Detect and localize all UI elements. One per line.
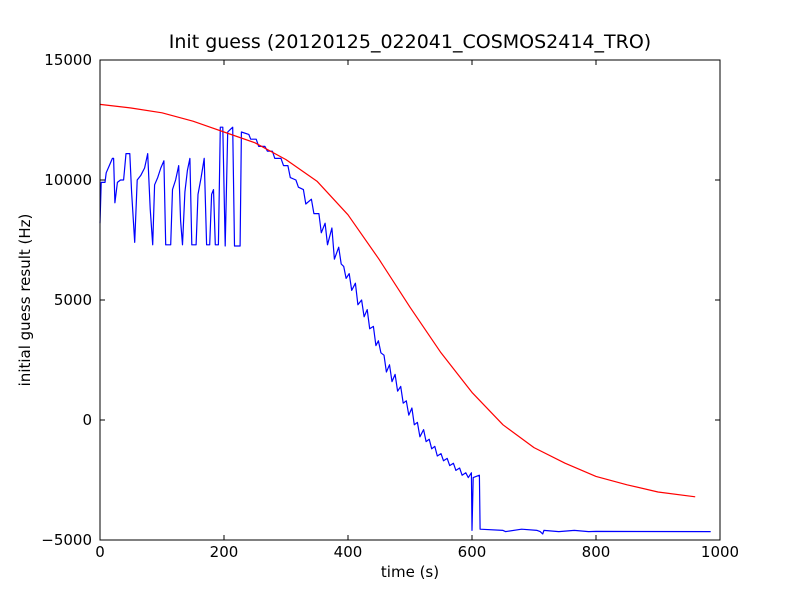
x-axis-ticks: 0 200 400 600 800 1000 xyxy=(95,60,739,561)
initial-guess-line xyxy=(99,126,711,535)
fitted-curve-line xyxy=(99,103,696,498)
y-tick-label: 5000 xyxy=(54,291,92,309)
y-tick-label: −5000 xyxy=(41,531,92,549)
x-tick-label: 600 xyxy=(458,543,487,561)
x-tick-label: 0 xyxy=(95,543,105,561)
y-tick-label: 10000 xyxy=(44,171,92,189)
y-axis-ticks: −5000 0 5000 10000 15000 xyxy=(41,51,720,549)
y-axis-label: initial guess result (Hz) xyxy=(16,214,34,387)
x-tick-label: 1000 xyxy=(701,543,739,561)
x-axis-label: time (s) xyxy=(381,563,439,581)
x-tick-label: 400 xyxy=(334,543,363,561)
plot-lines xyxy=(99,103,711,535)
chart-title: Init guess (20120125_022041_COSMOS2414_T… xyxy=(169,31,651,53)
y-tick-label: 0 xyxy=(82,411,92,429)
y-tick-label: 15000 xyxy=(44,51,92,69)
x-tick-label: 800 xyxy=(582,543,611,561)
x-tick-label: 200 xyxy=(210,543,239,561)
